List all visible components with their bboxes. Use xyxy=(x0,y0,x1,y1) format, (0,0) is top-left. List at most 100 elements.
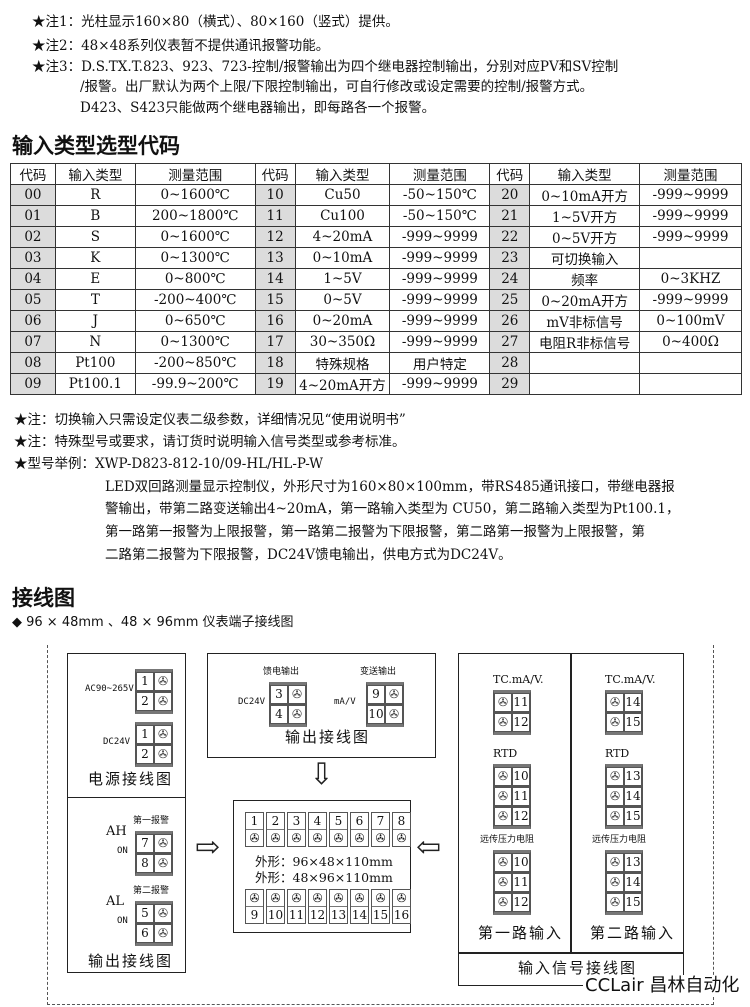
terminal: ✇ 10 xyxy=(266,889,285,924)
terminal: ✇ 11 xyxy=(493,786,531,806)
input-type-cell: E xyxy=(54,268,136,290)
terminal: ✇ 14 xyxy=(605,690,643,712)
terminal-number: 11 xyxy=(512,873,530,892)
terminal: ✇ 13 xyxy=(329,889,348,924)
screw-icon: ✇ xyxy=(267,890,284,907)
code-cell: 16 xyxy=(254,310,296,332)
terminal: 7 ✇ xyxy=(371,812,390,847)
input2-tc-label: TC.mA/V. xyxy=(605,673,656,686)
input1-remote-terminal: ✇ 10 ✇ 11 ✇ 12 xyxy=(493,850,531,915)
input-type-cell: 0~5V开方 xyxy=(529,226,641,248)
range-cell: 0~1300℃ xyxy=(134,331,256,353)
terminal-number: 8 xyxy=(136,854,154,873)
input-type-cell: 30~350Ω xyxy=(294,331,391,353)
terminal: ✇ 10 xyxy=(493,850,531,872)
code-cell: 12 xyxy=(254,226,296,248)
terminal: ✇ 12 xyxy=(493,712,531,735)
range-cell: 测量范围 xyxy=(134,163,256,185)
range-cell: 0~1600℃ xyxy=(134,184,256,206)
watermark-logo: CCLair 昌林自动化 xyxy=(583,975,742,997)
terminal: 10 ✇ xyxy=(366,704,404,727)
input-type-cell: Cu50 xyxy=(294,184,391,206)
range-cell: -200~400℃ xyxy=(134,289,256,311)
screw-icon: ✇ xyxy=(393,890,410,907)
terminal: ✇ 14 xyxy=(605,786,643,806)
table-row: 01 B 200~1800℃ 11 Cu100 -50~150℃ 21 1~5V开方 -999~… xyxy=(10,205,742,227)
screw-icon: ✇ xyxy=(385,685,403,704)
section-title-wiring: 接线图 xyxy=(12,586,75,610)
alarm2-label: 第二报警 xyxy=(133,886,170,896)
table-row: 09 Pt100.1 -99.9~200℃ 19 4~20mA开方 -999~9999 29 xyxy=(10,373,742,395)
screw-icon: ✇ xyxy=(154,904,172,923)
terminal-number: 7 xyxy=(136,834,154,853)
code-cell: 代码 xyxy=(254,163,296,185)
note-3: ★注3：D.S.TX.T.823、923、723-控制/报警输出为四个继电器控制… xyxy=(32,59,619,75)
terminal-number: 13 xyxy=(624,853,642,872)
terminal: 2 ✇ xyxy=(135,744,173,767)
code-cell: 03 xyxy=(10,247,56,269)
terminal-number: 11 xyxy=(512,787,530,806)
terminal: ✇ 12 xyxy=(308,889,327,924)
screw-icon: ✇ xyxy=(372,890,389,907)
code-cell: 17 xyxy=(254,331,296,353)
terminal: 2 ✇ xyxy=(135,691,173,714)
input-type-cell: B xyxy=(54,205,136,227)
terminal-number: 6 xyxy=(351,813,368,830)
screw-icon: ✇ xyxy=(288,685,306,704)
range-cell: 0~1600℃ xyxy=(134,226,256,248)
terminal: 8 ✇ xyxy=(135,853,173,876)
range-cell: -999~9999 xyxy=(389,247,491,269)
transmit-output-label: 变送输出 xyxy=(360,667,397,677)
range-cell: -999~9999 xyxy=(639,205,742,227)
transmit-unit-label: mA/V xyxy=(334,697,356,707)
screw-icon: ✇ xyxy=(249,831,260,845)
range-cell xyxy=(639,352,742,374)
terminal-number: 11 xyxy=(288,908,305,922)
range-cell: 0~3KHZ xyxy=(639,268,742,290)
code-cell: 14 xyxy=(254,268,296,290)
terminal-number: 15 xyxy=(624,893,642,912)
screw-icon: ✇ xyxy=(494,713,512,732)
screw-icon: ✇ xyxy=(154,692,172,711)
terminal-number: 14 xyxy=(624,873,642,892)
terminal: 3 ✇ xyxy=(269,682,307,704)
input-type-cell: 0~10mA开方 xyxy=(529,184,641,206)
table-row: 06 J 0~650℃ 16 0~20mA -999~9999 26 mV非标信号 0~100m… xyxy=(10,310,742,332)
terminal: ✇ 12 xyxy=(493,806,531,829)
range-cell: -999~9999 xyxy=(389,310,491,332)
terminal: 8 ✇ xyxy=(392,812,411,847)
screw-icon: ✇ xyxy=(606,873,624,892)
screw-icon: ✇ xyxy=(330,890,347,907)
input2-remote-label: 远传压力电阻 xyxy=(592,835,647,845)
terminal-number: 10 xyxy=(512,767,530,786)
terminal-number: 10 xyxy=(512,853,530,872)
wiring-subtitle: ◆ 96 × 48mm 、48 × 96mm 仪表端子接线图 xyxy=(12,615,294,630)
input2-tc-terminal: ✇ 14 ✇ 15 xyxy=(605,690,643,735)
arrow-down-icon: ⇩ xyxy=(309,757,335,792)
code-cell: 13 xyxy=(254,247,296,269)
transmit-output-terminal: 9 ✇ 10 ✇ xyxy=(366,682,404,727)
terminal: 4 ✇ xyxy=(308,812,327,847)
terminal-number: 2 xyxy=(136,692,154,711)
screw-icon: ✇ xyxy=(154,924,172,943)
input1-rtd-terminal: ✇ 10 ✇ 11 ✇ 12 xyxy=(493,764,531,829)
terminal: ✇ 11 xyxy=(493,872,531,892)
terminal: ✇ 16 xyxy=(392,889,411,924)
terminal: 1 ✇ xyxy=(135,722,173,744)
input-type-cell: Pt100 xyxy=(54,352,136,374)
screw-icon: ✇ xyxy=(154,725,172,744)
code-cell: 04 xyxy=(10,268,56,290)
range-cell: 0~100mV xyxy=(639,310,742,332)
terminal: ✇ 10 xyxy=(493,764,531,786)
input-type-cell: 0~20mA开方 xyxy=(529,289,641,311)
terminal-number: 9 xyxy=(250,908,259,922)
input1-tc-terminal: ✇ 11 ✇ 12 xyxy=(493,690,531,735)
range-cell xyxy=(639,373,742,395)
code-cell: 19 xyxy=(254,373,296,395)
power-wiring-title: 电源接线图 xyxy=(88,770,174,788)
example-desc-1: LED双回路测量显示控制仪，外形尺寸为160×80×100mm，带RS485通讯… xyxy=(105,479,675,495)
terminal-number: 14 xyxy=(624,693,642,712)
terminal-number: 13 xyxy=(624,767,642,786)
note-special-model: ★注：特殊型号或要求，请订货时说明输入信号类型或参考标准。 xyxy=(14,434,406,450)
example-desc-2: 警输出，带第二路变送输出4~20mA，第一路输入类型为 CU50，第二路输入类型… xyxy=(105,501,680,517)
